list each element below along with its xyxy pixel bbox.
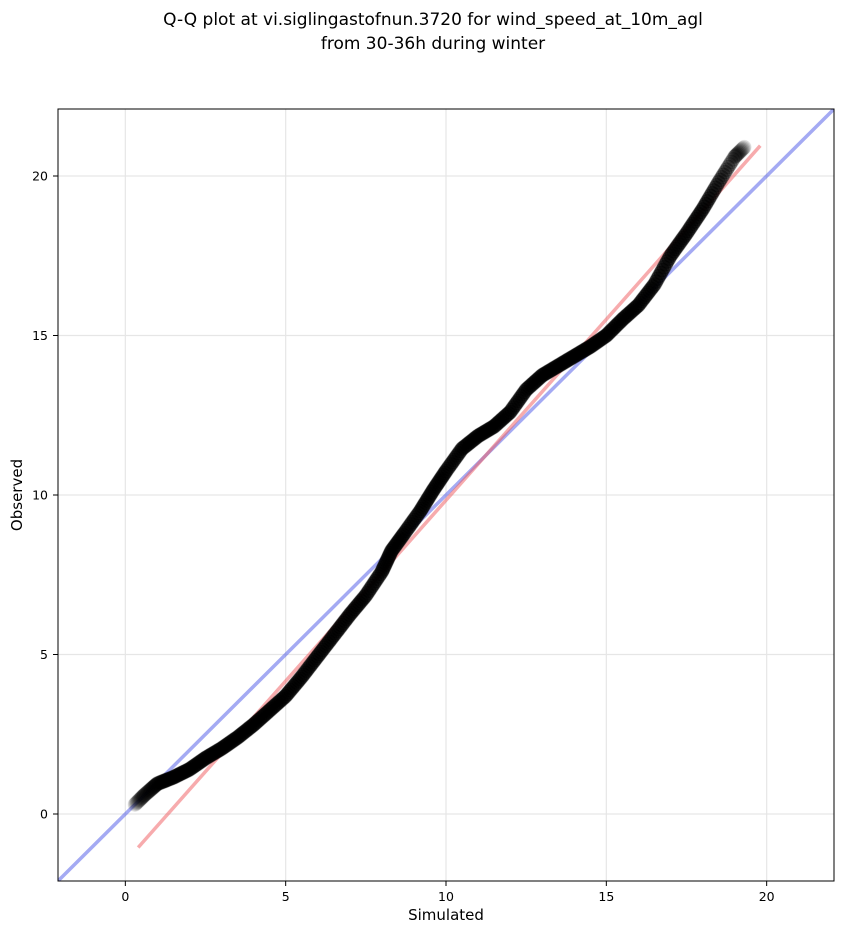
x-axis-label: Simulated [408, 906, 484, 924]
data-point [736, 139, 752, 155]
data-point [130, 794, 146, 810]
data-point [129, 795, 145, 811]
data-point [729, 147, 745, 163]
data-point [134, 790, 150, 806]
data-point [719, 162, 735, 178]
y-axis-label: Observed [8, 459, 26, 531]
x-tick-label: 10 [438, 889, 454, 904]
data-point [704, 185, 720, 201]
data-point [136, 788, 152, 804]
data-point [731, 144, 747, 160]
data-point [703, 188, 719, 204]
data-point [128, 795, 144, 811]
data-point [730, 145, 746, 161]
data-point [727, 149, 743, 165]
plot-area [58, 109, 834, 881]
data-point [732, 143, 748, 159]
data-point [725, 151, 741, 167]
x-tick-label: 0 [121, 889, 129, 904]
data-point [729, 146, 745, 162]
data-point [706, 183, 722, 199]
data-point [733, 142, 749, 158]
data-point [135, 789, 151, 805]
y-tick-label: 0 [40, 807, 48, 822]
data-point [132, 792, 148, 808]
data-point [711, 174, 727, 190]
data-point [131, 793, 147, 809]
ticks: 0 5 10 15 20 0 5 10 15 20 [32, 168, 775, 904]
data-point [720, 159, 736, 175]
data-point [133, 791, 149, 807]
data-point [723, 154, 739, 170]
y-tick-label: 15 [32, 328, 48, 343]
data-point [709, 177, 725, 193]
y-tick-label: 10 [32, 488, 48, 503]
data-point [707, 180, 723, 196]
data-point [735, 140, 751, 156]
data-point [728, 148, 744, 164]
chart-title-line-2: from 30-36h during winter [321, 34, 545, 54]
data-point [127, 796, 143, 812]
data-point [715, 167, 731, 183]
data-point [714, 169, 730, 185]
chart-title-line-1: Q-Q plot at vi.siglingastofnun.3720 for … [163, 10, 703, 30]
data-point [712, 172, 728, 188]
data-point [140, 784, 156, 800]
x-tick-label: 15 [598, 889, 614, 904]
data-point [137, 787, 153, 803]
x-tick-label: 5 [282, 889, 290, 904]
identity-line [58, 109, 834, 881]
x-tick-label: 20 [759, 889, 775, 904]
y-tick-label: 20 [32, 168, 48, 183]
data-point [142, 782, 158, 798]
grid [58, 109, 834, 881]
data-point [722, 157, 738, 173]
data-point [138, 786, 154, 802]
y-tick-label: 5 [40, 647, 48, 662]
data-point [734, 141, 750, 157]
data-point [139, 785, 155, 801]
data-point [717, 164, 733, 180]
